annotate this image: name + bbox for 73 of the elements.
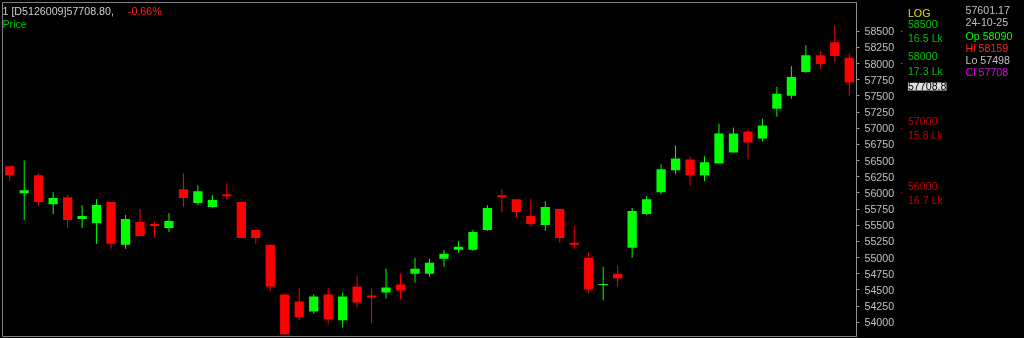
ref-line-label: 58500 16.5 Lk (907, 18, 944, 45)
candlestick (670, 144, 681, 175)
ref-line-label: 58000 17.3 Lk (907, 50, 944, 77)
candlestick (77, 204, 87, 229)
text: Op 58090 (965, 29, 1013, 42)
candlestick (395, 273, 406, 300)
y-tick-label: 54750 (864, 267, 895, 280)
candlestick (63, 194, 73, 229)
ref-line-label: 57000 15.8 Lk (907, 115, 944, 142)
y-tick-label: 54000 (864, 316, 895, 329)
candlestick (728, 127, 739, 153)
y-tick-label: 58500 (864, 25, 895, 38)
text: Cl 57708 (965, 65, 1009, 78)
y-tick-label: 55250 (864, 235, 895, 248)
candlestick (772, 86, 782, 118)
candlestick (309, 293, 319, 314)
candlestick (830, 24, 840, 63)
y-tick-label: 54500 (864, 283, 895, 296)
candlestick (540, 200, 550, 232)
candlestick (468, 229, 478, 252)
candlestick (613, 265, 623, 288)
candlestick (164, 212, 174, 233)
y-tick-label: 56000 (864, 186, 895, 199)
candlestick (801, 44, 811, 74)
candlestick (352, 275, 362, 308)
candlestick (381, 268, 391, 299)
text: 57601.17 (965, 3, 1011, 16)
candlestick (757, 118, 768, 143)
candlestick (685, 155, 695, 186)
candlestick (19, 159, 29, 221)
y-tick-label: 56500 (864, 154, 895, 167)
text: 24-10-25 (965, 15, 1009, 28)
candlestick (193, 184, 203, 206)
y-tick-label: 58000 (864, 57, 895, 70)
y-tick-label: 57500 (864, 89, 895, 102)
candlestick (699, 155, 710, 182)
candlestick (91, 198, 102, 245)
y-tick-label: 57750 (864, 73, 895, 86)
candlestick (656, 163, 666, 195)
y-tick-label: 57000 (864, 122, 895, 135)
text: LOG (907, 6, 931, 19)
candlestick (338, 292, 348, 328)
candlestick (786, 65, 796, 100)
candlestick (222, 182, 232, 201)
y-tick-label: 55000 (864, 251, 895, 264)
y-tick-label: 57250 (864, 106, 895, 119)
text: 57708.8 (907, 80, 947, 93)
text: Hi 58159 (965, 41, 1009, 54)
y-tick-label: 54250 (864, 300, 895, 313)
y-tick-label: 55500 (864, 219, 895, 232)
text: Lo 57498 (965, 53, 1011, 66)
candlestick (641, 195, 652, 216)
chart-title: 1 [D5126009]57708.80, (2, 4, 114, 17)
y-tick-label: 56750 (864, 138, 895, 151)
candlestick (48, 191, 58, 215)
y-tick-label: 56250 (864, 170, 895, 183)
candlestick (497, 188, 507, 213)
text: Price (2, 17, 27, 30)
candlestick (511, 198, 521, 219)
candlestick (178, 172, 189, 208)
candlestick (569, 225, 579, 250)
ref-line-label: 56000 16.7 Lk (907, 179, 944, 207)
candlestick (482, 204, 493, 232)
y-tick-label: 58250 (864, 41, 895, 54)
candlestick (526, 198, 536, 228)
candlestick (439, 249, 449, 268)
candlestick (410, 257, 420, 284)
candlestick (598, 266, 608, 301)
annotation: -0.66% (127, 4, 163, 17)
candlestick (135, 208, 145, 237)
candlestick (294, 288, 304, 321)
y-tick-label: 55750 (864, 203, 895, 216)
candlestick (743, 129, 753, 160)
